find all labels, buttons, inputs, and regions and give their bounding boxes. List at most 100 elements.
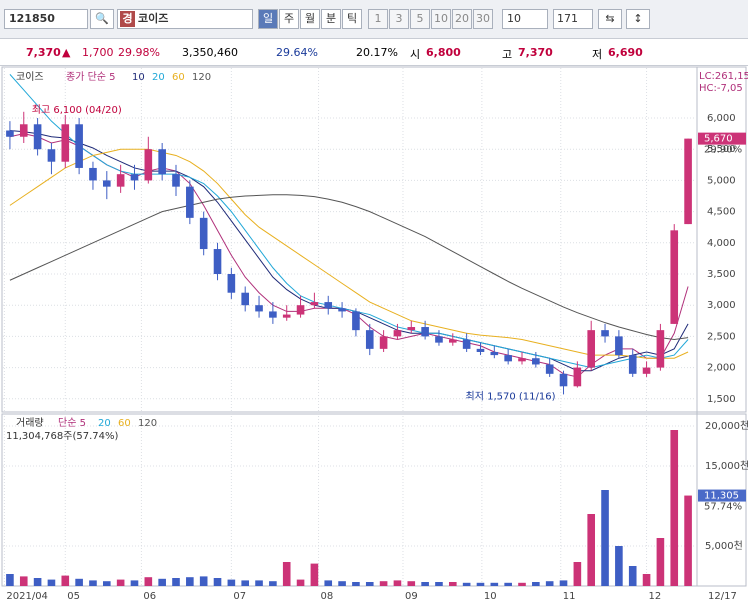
candle-body — [186, 186, 194, 218]
candle-body — [6, 130, 14, 137]
last-label: 11,305 — [704, 491, 739, 502]
code-input[interactable]: 121850 — [4, 9, 88, 29]
volume-bar — [89, 580, 97, 586]
ma-line — [9, 194, 689, 341]
candle-body — [47, 149, 56, 162]
volume-bar — [573, 562, 582, 586]
x-tick-label: 2021/04 — [6, 591, 48, 602]
candle-body — [199, 217, 208, 250]
y-tick-label: 5,000 — [707, 175, 736, 186]
interval-button[interactable]: 1 — [368, 9, 388, 29]
volume-bar — [255, 580, 263, 586]
interval-button[interactable]: 30 — [473, 9, 493, 29]
y-tick-label: 3,500 — [707, 269, 736, 280]
candle-body — [601, 330, 609, 337]
period-button[interactable]: 월 — [300, 9, 320, 29]
y-tick-label: 2,000 — [707, 363, 736, 374]
interval-button[interactable]: 3 — [389, 9, 409, 29]
candle-body — [296, 305, 305, 315]
x-tick-label: 05 — [67, 591, 80, 602]
search-button[interactable]: 🔍 — [90, 9, 114, 29]
low-label: 저 — [592, 48, 603, 61]
volume-bar — [296, 579, 305, 586]
interval-button[interactable]: 10 — [431, 9, 451, 29]
name-box[interactable]: 경 코이즈 — [117, 9, 253, 29]
candle-body — [615, 336, 623, 356]
volume-bar — [379, 581, 388, 586]
legend-item: 단순 5 — [58, 417, 86, 429]
candle-body — [144, 149, 153, 181]
period-button[interactable]: 일 — [258, 9, 278, 29]
open-label: 시 — [410, 48, 421, 61]
candle-body — [532, 358, 540, 365]
candle-body — [435, 336, 443, 343]
volume-bar — [545, 581, 554, 586]
volume-bar — [615, 546, 623, 586]
candle-body — [324, 302, 333, 309]
candle-body — [102, 180, 111, 187]
candle-body — [628, 355, 637, 374]
y-tick-label: 4,000 — [707, 238, 736, 249]
zoom-button[interactable]: ⇆ — [598, 9, 622, 29]
volume-bar — [186, 577, 194, 586]
candle-body — [338, 308, 346, 312]
interval-button[interactable]: 20 — [452, 9, 472, 29]
last-pct: 57.74% — [704, 502, 742, 513]
candle-body — [61, 124, 70, 162]
scale-button[interactable]: ↕ — [626, 9, 650, 29]
volume-bar — [310, 563, 319, 586]
legend-item: 20 — [152, 72, 165, 83]
candle-body — [282, 314, 291, 318]
volume-bar — [158, 578, 166, 586]
x-tick-label: 11 — [563, 591, 576, 602]
period-button[interactable]: 틱 — [342, 9, 362, 29]
y-tick-label: 6,000 — [707, 113, 736, 124]
volume-bar — [199, 576, 208, 586]
candle-body — [421, 327, 429, 337]
legend-item: 거래량 — [16, 417, 44, 429]
volume-bar — [393, 580, 402, 586]
y-tick-label: 2,500 — [707, 331, 736, 342]
candle-body — [587, 330, 596, 368]
candle-body — [476, 348, 485, 352]
candle-body — [670, 230, 679, 324]
stock-name: 코이즈 — [138, 12, 169, 25]
volume-bar — [213, 578, 222, 586]
candle-body — [518, 358, 526, 362]
volume-bar — [144, 577, 153, 586]
interval-button[interactable]: 5 — [410, 9, 430, 29]
volume-bar — [116, 579, 125, 586]
ma-line — [9, 133, 689, 378]
volume-bar — [352, 582, 360, 586]
x-tick-label: 10 — [484, 591, 497, 602]
count-input[interactable]: 171 — [553, 9, 593, 29]
badge: 경 — [120, 11, 135, 27]
candle-body — [33, 124, 42, 150]
volume-bar — [670, 430, 679, 586]
legend-item: 종가 단순 5 — [66, 71, 116, 83]
volume-bar — [365, 582, 374, 586]
volume-bar — [476, 582, 485, 586]
candle-body — [227, 274, 236, 293]
volume-bar — [587, 514, 596, 586]
candle-body — [393, 330, 402, 337]
y-tick-label: 4,500 — [707, 207, 736, 218]
volume-bar — [601, 490, 609, 586]
high: 7,370 — [518, 46, 553, 59]
legend-item: 11,304,768주(57.74%) — [6, 431, 118, 442]
y-tick-label: 5,000천 — [705, 540, 743, 552]
period-button[interactable]: 분 — [321, 9, 341, 29]
volume-bar — [227, 579, 236, 586]
period-button[interactable]: 주 — [279, 9, 299, 29]
volume-bar — [518, 582, 526, 586]
candle-body — [448, 339, 457, 343]
candle-body — [573, 367, 582, 387]
count-select[interactable]: 10 — [502, 9, 548, 29]
candle-body — [116, 174, 125, 187]
volume-bar — [19, 576, 28, 586]
volume-bar — [47, 579, 56, 586]
corner-label: HC:-7,05 — [699, 83, 743, 94]
volume-bar — [504, 582, 512, 586]
